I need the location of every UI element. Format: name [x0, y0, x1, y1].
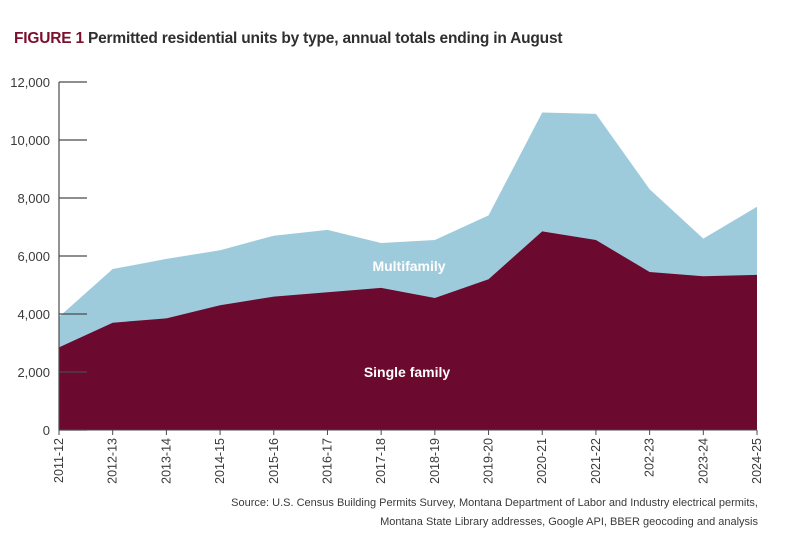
area-layer — [59, 112, 757, 430]
figure-title-text: Permitted residential units by type, ann… — [88, 30, 563, 47]
area-labels: Multifamily Single family — [364, 258, 451, 380]
source-line-2: Montana State Library addresses, Google … — [380, 516, 758, 528]
label-multifamily: Multifamily — [372, 258, 445, 274]
source-note: Source: U.S. Census Building Permits Sur… — [198, 494, 758, 532]
x-tick-label: 2016-17 — [320, 438, 334, 484]
x-tick-label: 2024-25 — [750, 438, 764, 484]
x-tick-label: 2019-20 — [482, 438, 496, 484]
x-tick-label: 2018-19 — [428, 438, 442, 484]
y-tick-label: 0 — [43, 423, 50, 438]
y-tick-label: 8,000 — [17, 191, 50, 206]
label-single-family: Single family — [364, 364, 451, 380]
chart-title: FIGURE 1 Permitted residential units by … — [14, 30, 563, 48]
y-tick-label: 2,000 — [17, 365, 50, 380]
x-tick-label: 2015-16 — [267, 438, 281, 484]
y-tick-label: 4,000 — [17, 307, 50, 322]
x-axis: 2011-12 2012-13 2013-14 2014-15 2015-16 2016-… — [52, 429, 764, 484]
x-tick-label: 2014-15 — [213, 438, 227, 484]
y-tick-label: 6,000 — [17, 249, 50, 264]
area-single-family — [59, 231, 757, 430]
y-axis: 12,000 10,000 8,000 6,000 4,000 2,000 0 — [10, 75, 87, 438]
x-tick-label: 2017-18 — [374, 438, 388, 484]
figure-label: FIGURE 1 — [14, 30, 84, 47]
y-tick-label: 10,000 — [10, 133, 50, 148]
source-line-1: Source: U.S. Census Building Permits Sur… — [231, 497, 758, 509]
x-tick-label: 2023-24 — [696, 438, 710, 484]
x-tick-label: 202-23 — [643, 438, 657, 477]
y-tick-label: 12,000 — [10, 75, 50, 90]
x-tick-label: 2011-12 — [52, 438, 66, 483]
x-tick-label: 2012-13 — [106, 438, 120, 484]
x-tick-label: 2021-22 — [589, 438, 603, 484]
x-tick-label: 2020-21 — [535, 438, 549, 484]
x-tick-label: 2013-14 — [159, 438, 173, 484]
